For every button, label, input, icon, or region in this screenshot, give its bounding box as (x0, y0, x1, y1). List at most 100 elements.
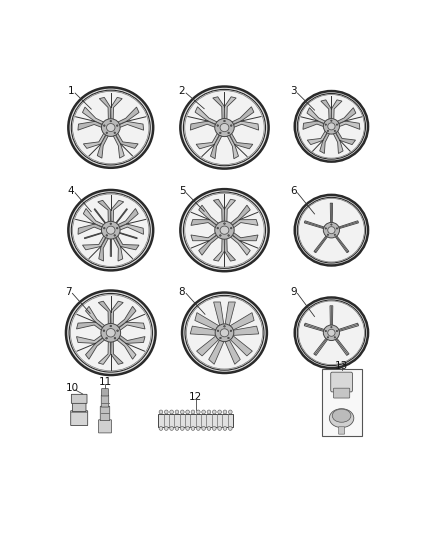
Polygon shape (190, 326, 219, 336)
Polygon shape (303, 121, 327, 130)
Ellipse shape (336, 124, 338, 125)
Polygon shape (314, 336, 329, 356)
Ellipse shape (329, 409, 354, 427)
Ellipse shape (69, 294, 152, 372)
Ellipse shape (186, 410, 190, 414)
Polygon shape (224, 199, 236, 225)
FancyBboxPatch shape (100, 406, 110, 421)
Polygon shape (304, 323, 327, 332)
Polygon shape (196, 130, 221, 149)
Polygon shape (85, 306, 107, 330)
Polygon shape (225, 302, 235, 328)
Polygon shape (98, 301, 111, 327)
Ellipse shape (215, 221, 234, 239)
Ellipse shape (196, 426, 200, 430)
Ellipse shape (191, 426, 195, 430)
Polygon shape (224, 337, 240, 364)
Ellipse shape (110, 120, 112, 122)
Polygon shape (320, 130, 331, 154)
Ellipse shape (327, 130, 328, 132)
Ellipse shape (103, 228, 105, 229)
Ellipse shape (103, 330, 105, 332)
Ellipse shape (66, 290, 155, 375)
Polygon shape (230, 326, 259, 336)
Ellipse shape (295, 195, 368, 265)
Ellipse shape (224, 223, 225, 224)
Ellipse shape (106, 337, 107, 339)
Text: 2: 2 (179, 86, 185, 96)
Ellipse shape (196, 410, 200, 414)
Ellipse shape (327, 234, 328, 236)
Ellipse shape (332, 409, 351, 422)
Ellipse shape (114, 132, 116, 134)
Polygon shape (213, 97, 224, 123)
Polygon shape (116, 122, 144, 130)
Polygon shape (195, 107, 220, 126)
Ellipse shape (117, 125, 118, 126)
Text: 11: 11 (99, 377, 112, 387)
Polygon shape (224, 236, 236, 261)
Ellipse shape (180, 426, 184, 430)
Ellipse shape (224, 326, 225, 327)
Polygon shape (114, 130, 138, 148)
Ellipse shape (295, 91, 368, 161)
Polygon shape (333, 233, 349, 253)
Ellipse shape (228, 132, 230, 134)
Ellipse shape (106, 226, 115, 234)
Ellipse shape (117, 330, 118, 332)
Polygon shape (336, 323, 359, 332)
Polygon shape (99, 235, 110, 261)
Ellipse shape (336, 228, 338, 229)
Ellipse shape (219, 235, 221, 236)
Polygon shape (114, 209, 127, 226)
Ellipse shape (328, 227, 335, 233)
Text: 8: 8 (179, 287, 185, 297)
Ellipse shape (327, 337, 328, 338)
Polygon shape (333, 336, 349, 356)
Ellipse shape (228, 337, 229, 339)
Polygon shape (110, 236, 111, 256)
Polygon shape (85, 231, 106, 239)
Polygon shape (199, 205, 221, 227)
Polygon shape (111, 98, 122, 123)
FancyBboxPatch shape (71, 411, 88, 425)
Text: 5: 5 (179, 186, 185, 196)
Ellipse shape (331, 224, 332, 225)
Ellipse shape (103, 125, 105, 126)
Polygon shape (230, 230, 258, 241)
Ellipse shape (331, 120, 332, 122)
Polygon shape (307, 128, 328, 144)
Polygon shape (191, 121, 219, 130)
Ellipse shape (180, 189, 268, 271)
Polygon shape (115, 208, 138, 228)
FancyBboxPatch shape (99, 420, 111, 433)
Ellipse shape (220, 226, 229, 235)
Ellipse shape (334, 130, 336, 132)
Ellipse shape (182, 293, 267, 373)
Polygon shape (82, 232, 107, 250)
Polygon shape (112, 235, 123, 261)
Ellipse shape (218, 426, 222, 430)
Ellipse shape (325, 330, 326, 332)
Polygon shape (98, 338, 111, 365)
Polygon shape (111, 338, 123, 365)
Bar (158, 414, 233, 427)
Polygon shape (195, 313, 221, 332)
FancyBboxPatch shape (101, 395, 109, 407)
Ellipse shape (228, 235, 230, 236)
FancyBboxPatch shape (71, 394, 87, 403)
Polygon shape (228, 313, 254, 332)
Ellipse shape (159, 410, 163, 414)
Ellipse shape (334, 337, 336, 338)
Ellipse shape (215, 118, 234, 136)
Ellipse shape (328, 123, 335, 130)
Polygon shape (114, 306, 136, 330)
Polygon shape (336, 121, 360, 130)
Ellipse shape (217, 125, 219, 126)
Ellipse shape (186, 426, 190, 430)
FancyBboxPatch shape (333, 388, 350, 398)
Ellipse shape (323, 118, 339, 134)
Ellipse shape (185, 295, 264, 370)
Polygon shape (94, 209, 108, 226)
Ellipse shape (102, 221, 120, 239)
